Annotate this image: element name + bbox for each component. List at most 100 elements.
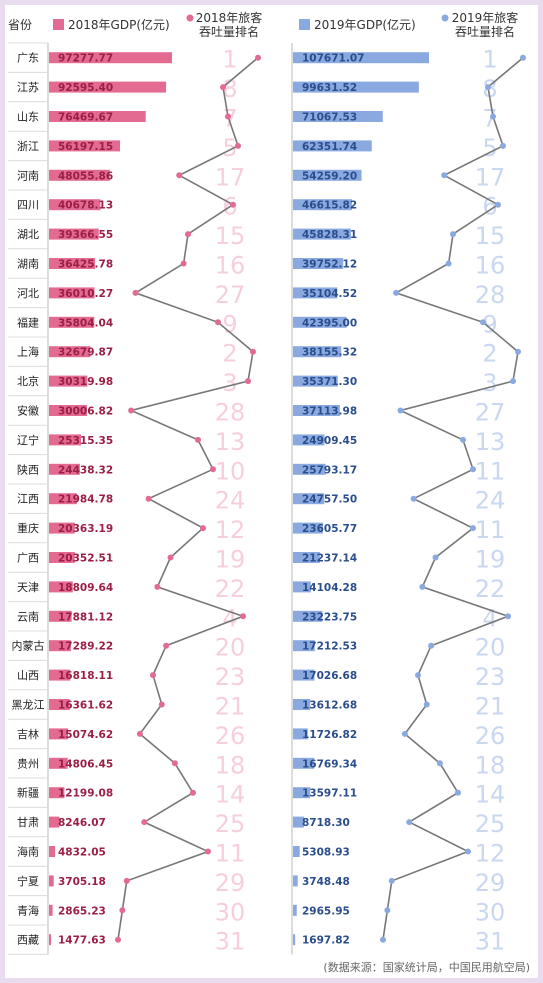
rank2019-label: 14 [475, 781, 506, 809]
legend-swatch-gdp2018 [53, 19, 64, 30]
rank2019-point [441, 172, 448, 179]
gdp2018-value: 16361.62 [58, 700, 113, 712]
gdp2019-bar [293, 463, 326, 475]
rank2018-point [190, 789, 196, 796]
gdp2018-value: 30319.98 [58, 376, 113, 388]
rank2018-point [195, 436, 201, 443]
rank2019-point [495, 201, 501, 208]
rank2018-point [240, 613, 246, 620]
rank2018-point [176, 172, 183, 179]
province-label: 湖南 [17, 258, 39, 271]
province-label: 江苏 [17, 81, 39, 94]
province-label: 贵州 [17, 757, 39, 770]
rank2018-point [167, 554, 174, 561]
gdp2018-value: 20363.19 [58, 523, 113, 535]
gdp2018-bar [49, 669, 71, 681]
gdp2018-bar [49, 522, 75, 534]
rank2019-point [384, 907, 391, 914]
gdp2019-bar [293, 581, 311, 593]
rank2019-point [406, 819, 413, 826]
gdp2018-value: 16818.11 [58, 670, 113, 682]
gdp2019-value: 107671.07 [302, 53, 364, 65]
rank2018-label: 16 [215, 252, 246, 280]
gdp2019-bar [293, 375, 338, 387]
gdp2019-bar [293, 199, 352, 211]
rank2018-label: 2 [222, 340, 237, 368]
gdp2018-value: 12199.08 [58, 788, 113, 800]
rank2019-point [388, 877, 395, 884]
gdp2018-bar [49, 581, 73, 593]
gdp2019-bar [293, 287, 338, 299]
rank2018-label: 19 [215, 546, 246, 574]
gdp2018-bar [49, 904, 53, 916]
gdp2019-value: 46615.82 [302, 200, 357, 212]
rank2018-point [115, 936, 121, 943]
rank2019-point [436, 760, 443, 767]
rank2019-label: 5 [482, 134, 497, 162]
legend-dot-rank2018 [186, 14, 194, 22]
gdp2019-bar [293, 52, 429, 64]
rank2019-point [510, 378, 516, 385]
gdp2019-bar [293, 552, 320, 563]
rank2019-point [450, 231, 456, 238]
rank2019-label: 13 [475, 428, 506, 456]
gdp2018-value: 24438.32 [58, 464, 113, 476]
gdp2018-bar [49, 405, 87, 416]
rank2018-point [230, 201, 236, 208]
gdp2019-value: 42395.00 [302, 317, 357, 329]
gdp2018-bar [49, 552, 75, 563]
gdp2018-value: 25315.35 [58, 435, 113, 447]
rank2018-label: 29 [215, 869, 246, 897]
province-label: 黑龙江 [12, 699, 45, 712]
province-label: 青海 [17, 903, 39, 917]
gdp2019-bar [293, 816, 305, 828]
gdp2018-bar [49, 169, 110, 181]
rank2018-label: 17 [215, 163, 246, 191]
rank2019-point [432, 554, 439, 561]
rank2018-label: 1 [222, 46, 237, 74]
rank2019-point [410, 495, 417, 502]
rank2019-label: 11 [475, 457, 506, 485]
rank2019-label: 3 [482, 369, 497, 397]
gdp-rank-chart: 省份 2018年GDP(亿元) 2018年旅客 吞吐量排名 2019年GDP(亿… [8, 10, 530, 974]
gdp2018-value: 3705.18 [58, 876, 106, 888]
gdp2019-value: 8718.30 [302, 817, 350, 829]
province-label: 天津 [17, 581, 39, 594]
rank2019-point [428, 642, 435, 649]
gdp2019-value: 14104.28 [302, 582, 357, 594]
rank2019-point [515, 348, 521, 355]
rank2018-label: 11 [215, 840, 246, 868]
province-label: 甘肃 [17, 816, 39, 829]
gdp2019-bar [293, 405, 340, 416]
province-label: 辽宁 [17, 433, 39, 447]
rank2018-label: 4 [222, 604, 237, 632]
gdp2018-bar [49, 493, 77, 505]
gdp2019-bar [293, 81, 419, 93]
province-label: 北京 [17, 374, 39, 388]
rank2018-point [145, 495, 152, 502]
gdp2019-value: 23605.77 [302, 523, 357, 535]
rank2019-point [460, 436, 466, 443]
gdp2018-value: 76469.67 [58, 112, 113, 124]
gdp2018-value: 14806.45 [58, 758, 113, 770]
legend-rank2019-line2: 吞吐量排名 [455, 24, 515, 39]
rank2019-label: 2 [482, 340, 497, 368]
rank2018-point [200, 525, 206, 532]
gdp2019-bar [293, 757, 315, 769]
rank2019-label: 12 [475, 840, 506, 868]
gdp2018-bar [49, 610, 72, 622]
gdp2019-value: 13597.11 [302, 788, 357, 800]
province-label: 陕西 [17, 462, 39, 476]
province-label: 河南 [17, 169, 39, 182]
gdp2019-value: 25793.17 [302, 464, 357, 476]
rank2019-point [455, 789, 461, 796]
province-label: 安徽 [17, 404, 39, 418]
gdp2018-value: 48055.86 [58, 170, 113, 182]
rank2018-label: 23 [215, 663, 246, 691]
gdp2018-value: 40678.13 [58, 200, 113, 212]
rank2019-label: 23 [475, 663, 506, 691]
rank2019-point [520, 54, 526, 61]
rank2018-label: 10 [215, 457, 246, 485]
gdp2019-value: 35104.52 [302, 288, 357, 300]
rank2019-point [415, 672, 421, 679]
